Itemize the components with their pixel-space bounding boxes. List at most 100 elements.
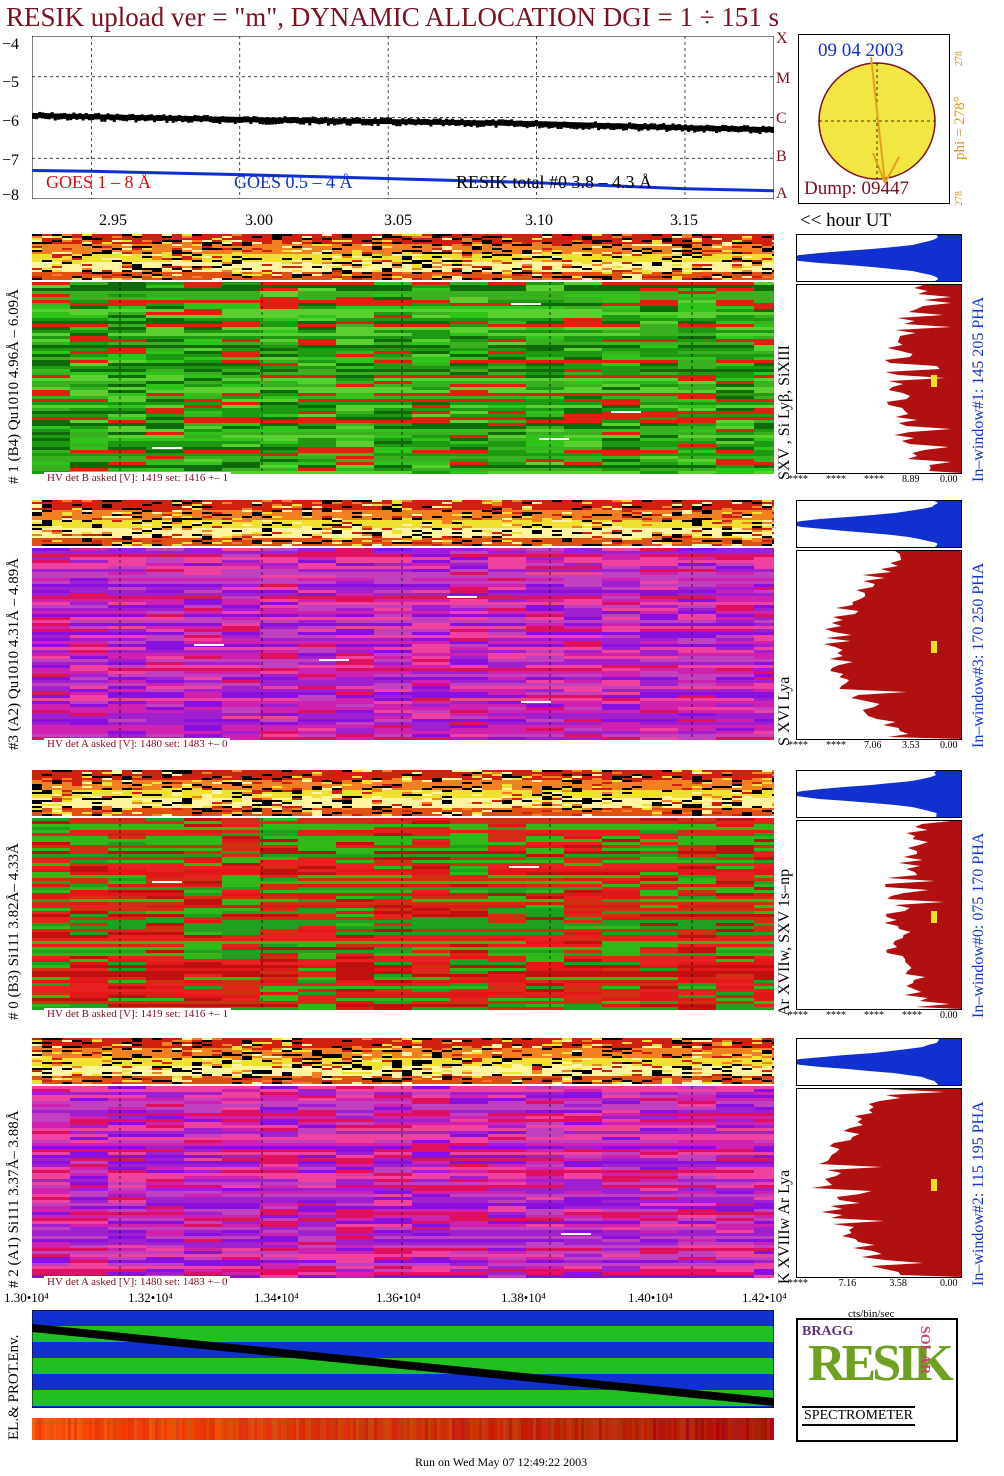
spec-cell bbox=[450, 294, 488, 297]
band-cell bbox=[282, 542, 292, 544]
spec-cell bbox=[374, 315, 412, 318]
resik-noise-34 bbox=[137, 114, 141, 121]
band-cell bbox=[352, 528, 362, 530]
spec-cell bbox=[70, 441, 108, 444]
band-cell bbox=[102, 266, 112, 268]
band-cell bbox=[332, 272, 342, 274]
band-cell bbox=[282, 244, 292, 246]
band-cell bbox=[342, 234, 352, 236]
band-cell bbox=[142, 506, 152, 508]
spec-cell bbox=[602, 399, 640, 402]
resik-noise-100 bbox=[342, 117, 346, 124]
resik-noise-92 bbox=[317, 118, 321, 125]
band-cell bbox=[342, 532, 352, 534]
spec-cell bbox=[108, 294, 146, 297]
band-cell bbox=[392, 530, 402, 532]
band-cell bbox=[322, 528, 332, 530]
spec-cell bbox=[412, 420, 450, 423]
band-cell bbox=[562, 510, 572, 512]
spec-cell bbox=[70, 315, 108, 318]
spec-cell bbox=[602, 348, 640, 351]
band-cell bbox=[392, 242, 402, 244]
spec-cell bbox=[146, 354, 184, 357]
spec-cell bbox=[260, 375, 298, 378]
band-cell bbox=[512, 276, 522, 278]
spec-cell bbox=[184, 453, 222, 456]
band-cell bbox=[352, 532, 362, 534]
spec-cell bbox=[222, 429, 260, 432]
band-cell bbox=[112, 510, 122, 512]
band-cell bbox=[392, 246, 402, 248]
resik-noise-58 bbox=[212, 117, 216, 124]
band-cell bbox=[92, 520, 102, 522]
band-cell bbox=[442, 244, 452, 246]
band-cell bbox=[272, 246, 282, 248]
spec-cell bbox=[754, 357, 774, 360]
band-cell bbox=[672, 504, 682, 506]
band-cell bbox=[662, 270, 672, 272]
spec-cell bbox=[526, 354, 564, 357]
spec-cell bbox=[678, 327, 716, 330]
spec-cell bbox=[108, 321, 146, 324]
band-cell bbox=[492, 504, 502, 506]
band-cell bbox=[712, 254, 722, 256]
band-cell bbox=[52, 262, 62, 264]
band-cell bbox=[532, 268, 542, 270]
band-cell bbox=[192, 500, 202, 502]
spec-cell bbox=[184, 456, 222, 459]
band-cell bbox=[272, 500, 282, 502]
spec-cell bbox=[108, 405, 146, 408]
pha-tick-0-2: **** bbox=[864, 474, 884, 485]
band-cell bbox=[522, 266, 532, 268]
resik-noise-99 bbox=[339, 118, 343, 125]
spec-cell bbox=[412, 327, 450, 330]
band-cell bbox=[402, 244, 412, 246]
band-cell bbox=[762, 236, 772, 238]
band-cell bbox=[542, 274, 552, 276]
band-cell bbox=[552, 256, 562, 258]
spec-cell bbox=[526, 453, 564, 456]
spec-cell bbox=[450, 333, 488, 336]
band-cell bbox=[72, 520, 82, 522]
band-cell bbox=[412, 270, 422, 272]
spec-cell bbox=[32, 315, 70, 318]
band-cell bbox=[752, 508, 762, 510]
spec-cell bbox=[602, 408, 640, 411]
spec-cell bbox=[336, 363, 374, 366]
band-cell bbox=[342, 526, 352, 528]
band-cell bbox=[532, 274, 542, 276]
spec-cell bbox=[298, 360, 336, 363]
band-cell bbox=[282, 238, 292, 240]
spec-cell bbox=[678, 357, 716, 360]
band-cell bbox=[532, 262, 542, 264]
band-cell bbox=[112, 508, 122, 510]
band-cell bbox=[252, 268, 262, 270]
band-cell bbox=[312, 518, 322, 520]
band-cell bbox=[572, 534, 582, 536]
spec-cell bbox=[108, 315, 146, 318]
band-cell bbox=[512, 268, 522, 270]
band-cell bbox=[702, 256, 712, 258]
band-cell bbox=[332, 250, 342, 252]
band-cell bbox=[342, 236, 352, 238]
band-cell bbox=[482, 272, 492, 274]
band-cell bbox=[692, 250, 702, 252]
band-cell bbox=[422, 240, 432, 242]
band-cell bbox=[592, 250, 602, 252]
band-cell bbox=[332, 500, 342, 502]
band-cell bbox=[232, 538, 242, 540]
spec-cell bbox=[32, 372, 70, 375]
band-cell bbox=[752, 276, 762, 278]
band-cell bbox=[52, 268, 62, 270]
band-cell bbox=[212, 254, 222, 256]
spec-cell bbox=[146, 312, 184, 315]
band-cell bbox=[92, 264, 102, 266]
band-cell bbox=[662, 242, 672, 244]
band-cell bbox=[52, 258, 62, 260]
band-cell bbox=[412, 248, 422, 250]
band-cell bbox=[442, 542, 452, 544]
spec-cell bbox=[222, 465, 260, 468]
band-cell bbox=[642, 238, 652, 240]
band-cell bbox=[592, 276, 602, 278]
band-cell bbox=[632, 528, 642, 530]
